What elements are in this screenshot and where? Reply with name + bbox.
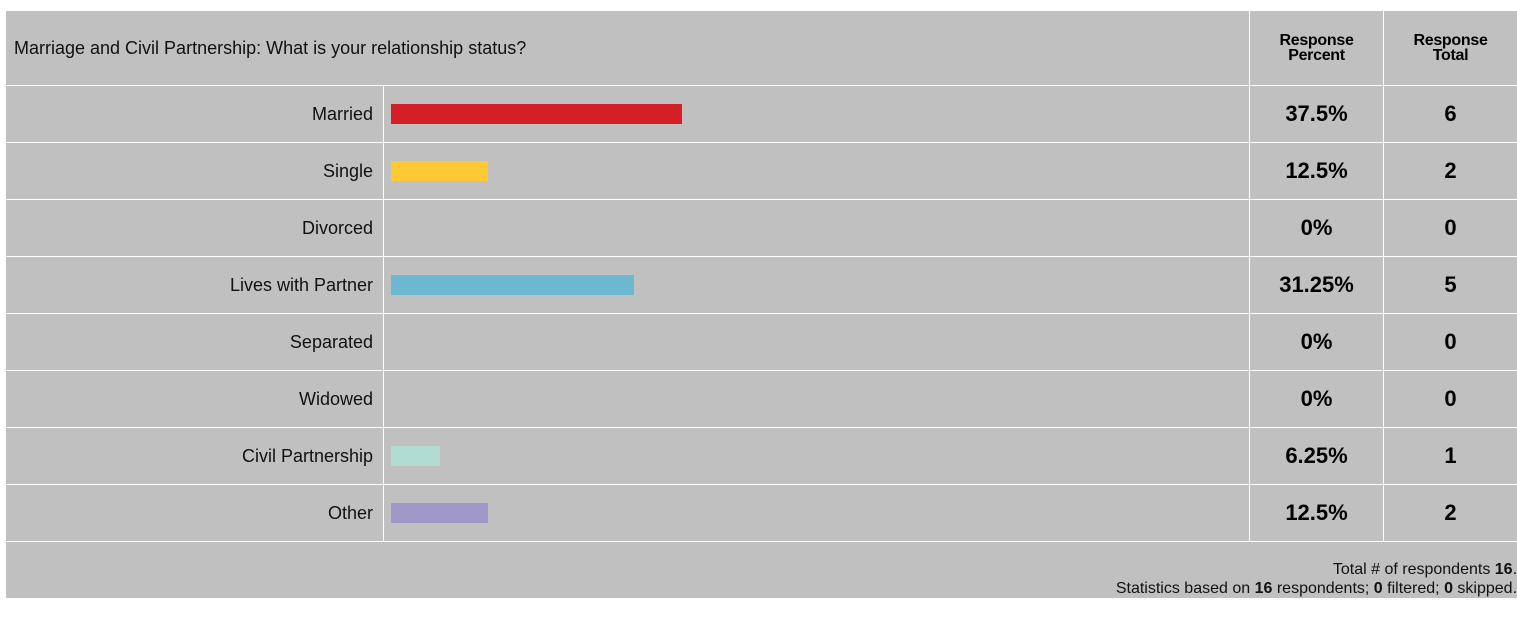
bar-cell bbox=[382, 370, 1251, 428]
bar-cell bbox=[382, 427, 1251, 485]
answer-row-widowed: Widowed 0% 0 bbox=[5, 370, 1517, 428]
response-total: 0 bbox=[1383, 313, 1517, 371]
response-total-header-line1: Response bbox=[1413, 32, 1488, 49]
response-total: 2 bbox=[1383, 142, 1517, 200]
bar-cell bbox=[382, 256, 1251, 314]
bar-married bbox=[391, 104, 682, 124]
response-percent: 0% bbox=[1249, 370, 1385, 428]
answer-label: Lives with Partner bbox=[5, 256, 384, 314]
answer-label: Separated bbox=[5, 313, 384, 371]
footer-total-text: Total # of respondents bbox=[1332, 561, 1495, 578]
response-total: 0 bbox=[1383, 370, 1517, 428]
survey-results-panel: Marriage and Civil Partnership: What is … bbox=[4, 10, 1517, 599]
answer-label: Married bbox=[5, 85, 384, 143]
footer-stats-mid2: filtered; bbox=[1382, 580, 1445, 597]
bar-cell bbox=[382, 142, 1251, 200]
response-percent: 6.25% bbox=[1249, 427, 1385, 485]
response-total: 0 bbox=[1383, 199, 1517, 257]
bar-cell bbox=[382, 85, 1251, 143]
response-percent: 12.5% bbox=[1249, 142, 1385, 200]
footer-stats-suffix: skipped. bbox=[1452, 580, 1517, 597]
header-row: Marriage and Civil Partnership: What is … bbox=[4, 10, 1517, 86]
answer-label: Other bbox=[5, 484, 384, 542]
response-percent: 37.5% bbox=[1249, 85, 1385, 143]
answer-row-single: Single 12.5% 2 bbox=[5, 142, 1517, 200]
bar-lives-with-partner bbox=[391, 275, 634, 295]
answer-row-other: Other 12.5% 2 bbox=[5, 484, 1517, 542]
answer-row-civil-partnership: Civil Partnership 6.25% 1 bbox=[5, 427, 1517, 485]
bar-single bbox=[391, 161, 488, 181]
response-total: 5 bbox=[1383, 256, 1517, 314]
response-percent-header-line2: Percent bbox=[1288, 47, 1345, 64]
question-text: Marriage and Civil Partnership: What is … bbox=[4, 10, 1251, 86]
bar-other bbox=[391, 503, 488, 523]
answer-label: Civil Partnership bbox=[5, 427, 384, 485]
response-total-header: Response Total bbox=[1383, 10, 1517, 86]
answer-row-divorced: Divorced 0% 0 bbox=[5, 199, 1517, 257]
answer-row-separated: Separated 0% 0 bbox=[5, 313, 1517, 371]
results-table: Marriage and Civil Partnership: What is … bbox=[4, 10, 1517, 599]
response-percent: 0% bbox=[1249, 313, 1385, 371]
answer-row-married: Married 37.5% 6 bbox=[5, 85, 1517, 143]
response-total: 2 bbox=[1383, 484, 1517, 542]
bar-civil-partnership bbox=[391, 446, 440, 466]
response-percent: 12.5% bbox=[1249, 484, 1385, 542]
footer-stats-mid1: respondents; bbox=[1272, 580, 1374, 597]
footer-row: Total # of respondents 16. Statistics ba… bbox=[4, 541, 1517, 599]
respondent-statistics: Total # of respondents 16. Statistics ba… bbox=[4, 541, 1517, 599]
bar-cell bbox=[382, 484, 1251, 542]
answer-label: Widowed bbox=[5, 370, 384, 428]
response-percent-header-line1: Response bbox=[1279, 32, 1354, 49]
response-total-header-line2: Total bbox=[1432, 47, 1469, 64]
response-percent: 31.25% bbox=[1249, 256, 1385, 314]
bar-cell bbox=[382, 199, 1251, 257]
response-total: 1 bbox=[1383, 427, 1517, 485]
footer-filtered-count: 0 bbox=[1373, 580, 1383, 597]
answer-label: Divorced bbox=[5, 199, 384, 257]
footer-skipped-count: 0 bbox=[1444, 580, 1453, 597]
footer-stats-prefix: Statistics based on bbox=[1115, 580, 1255, 597]
response-percent-header: Response Percent bbox=[1249, 10, 1385, 86]
bar-cell bbox=[382, 313, 1251, 371]
answer-label: Single bbox=[5, 142, 384, 200]
answer-row-lives-with-partner: Lives with Partner 31.25% 5 bbox=[5, 256, 1517, 314]
response-percent: 0% bbox=[1249, 199, 1385, 257]
footer-total-count: 16 bbox=[1494, 561, 1513, 578]
response-total: 6 bbox=[1383, 85, 1517, 143]
footer-respondents-count: 16 bbox=[1254, 580, 1273, 597]
